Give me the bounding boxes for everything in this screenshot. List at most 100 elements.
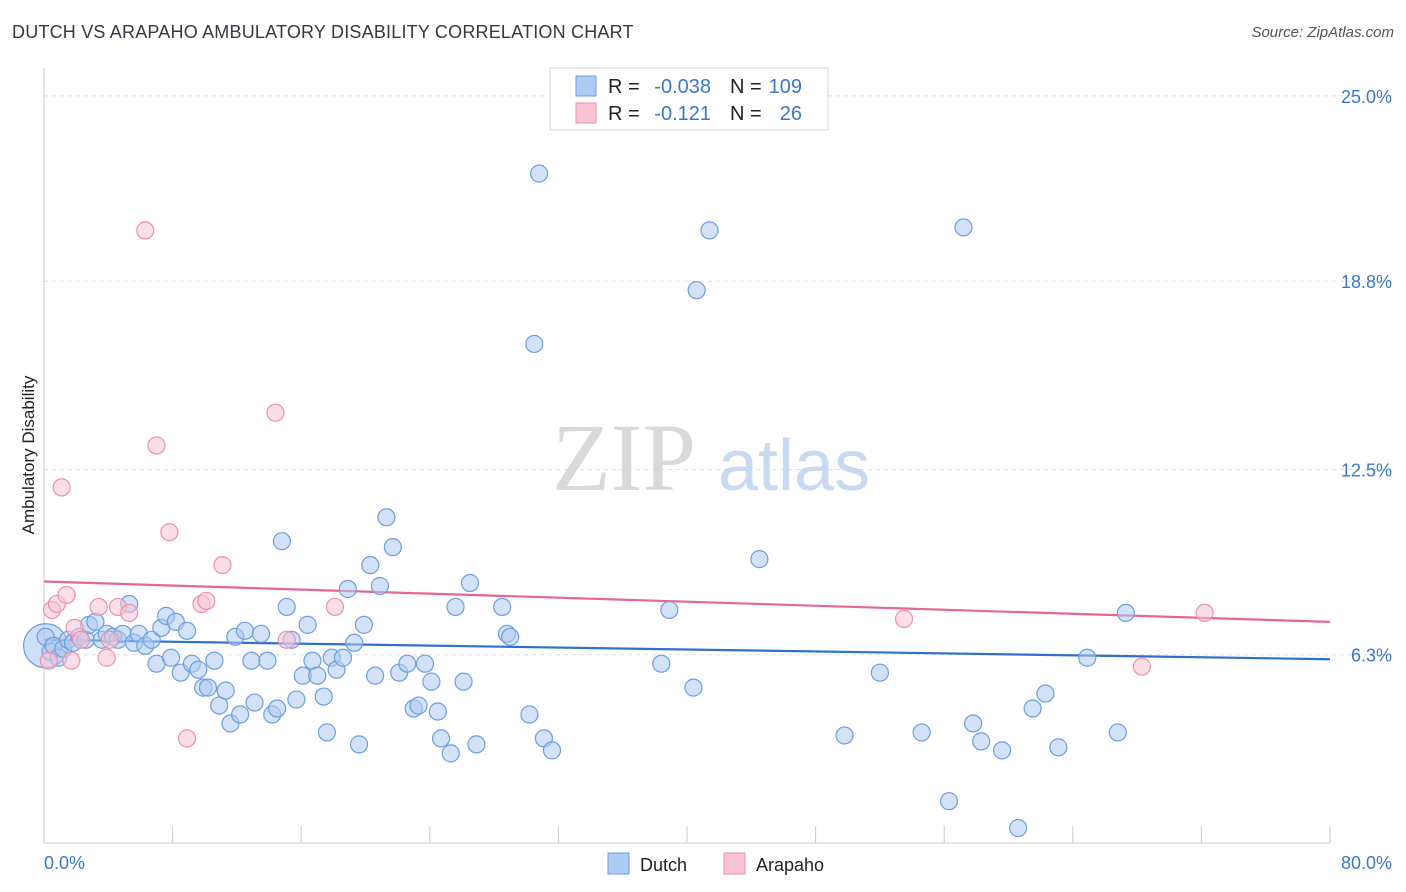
y-tick-label: 25.0% (1341, 87, 1392, 107)
arapaho-point (39, 651, 58, 670)
dutch-point (964, 714, 983, 733)
bottom-legend-swatch-dutch (607, 852, 630, 875)
dutch-point (939, 792, 959, 811)
chart-title: DUTCH VS ARAPAHO AMBULATORY DISABILITY C… (12, 22, 634, 42)
bottom-legend-swatch-arapaho (723, 852, 746, 875)
dutch-point (258, 651, 277, 670)
legend-swatch-dutch (575, 75, 597, 97)
dutch-point (409, 696, 428, 715)
dutch-point (1108, 723, 1127, 742)
arapaho-point (197, 591, 216, 611)
legend-r-value-dutch: -0.038 (654, 76, 711, 98)
dutch-point (525, 334, 544, 354)
dutch-point (189, 660, 208, 679)
arapaho-point (147, 436, 166, 455)
arapaho-point (97, 648, 116, 667)
arapaho-point (277, 630, 296, 649)
trend-lines (43, 580, 1331, 661)
dutch-point (205, 651, 224, 670)
bottom-legend-label-dutch: Dutch (640, 855, 687, 875)
dutch-point (972, 732, 991, 751)
dutch-point (267, 699, 287, 718)
y-tick-label: 6.3% (1351, 646, 1392, 666)
arapaho-points (39, 221, 1214, 748)
dutch-point (520, 705, 539, 724)
dutch-point (349, 735, 369, 754)
y-tick-label: 18.8% (1341, 272, 1392, 292)
axes (43, 68, 1331, 844)
dutch-point (700, 221, 719, 240)
arapaho-point (62, 651, 81, 670)
dutch-point (317, 723, 337, 742)
dutch-point (354, 615, 373, 634)
arapaho-point (71, 630, 91, 649)
arapaho-point (266, 403, 285, 422)
dutch-point (161, 648, 181, 667)
arapaho-point (213, 555, 232, 575)
dutch-point (454, 672, 473, 691)
dutch-point (377, 508, 396, 527)
dutch-point (333, 648, 353, 667)
dutch-point (954, 218, 973, 237)
dutch-point (835, 726, 854, 745)
arapaho-point (160, 523, 179, 542)
arapaho-point (894, 609, 914, 628)
dutch-point (870, 663, 890, 682)
legend-n-value-dutch: 109 (769, 76, 802, 98)
bottom-legend-label-arapaho: Arapaho (756, 855, 824, 875)
dutch-point (216, 681, 235, 700)
source-label: Source: ZipAtlas.com (1251, 24, 1394, 41)
dutch-point (1009, 818, 1028, 838)
dutch-point (750, 550, 769, 569)
dutch-point (298, 615, 317, 634)
dutch-point (308, 666, 327, 685)
dutch-point (431, 729, 451, 748)
grid-lines (44, 95, 1392, 656)
dutch-point (467, 735, 486, 754)
dutch-point (441, 744, 460, 763)
dutch-point (1078, 648, 1097, 667)
legend-r-value-arapaho: -0.121 (654, 103, 711, 125)
y-tick-labels: 6.3% 12.5% 18.8% 25.0% (1341, 87, 1392, 666)
dutch-point (366, 666, 385, 685)
dutch-point (493, 597, 512, 617)
x-tick-label-min: 0.0% (44, 853, 85, 873)
arapaho-point (325, 597, 345, 617)
dutch-point (415, 654, 435, 673)
arapaho-trend-line (43, 580, 1331, 623)
arapaho-point (120, 603, 139, 623)
legend-n-value-arapaho: 26 (780, 103, 802, 125)
arapaho-point (57, 585, 76, 605)
dutch-point (177, 621, 197, 640)
dutch-point (338, 579, 357, 599)
legend-r-label-dutch: R = (608, 76, 640, 98)
dutch-point (361, 555, 380, 575)
watermark-atlas: atlas (718, 426, 870, 506)
legend-n-label-arapaho: N = (730, 103, 762, 125)
dutch-point (383, 538, 402, 557)
dutch-point (992, 741, 1012, 760)
dutch-point (652, 654, 671, 673)
dutch-point (422, 672, 441, 691)
bottom-legend: Dutch Arapaho (607, 852, 824, 875)
dutch-point (428, 702, 447, 721)
dutch-point (1049, 738, 1068, 757)
arapaho-point (100, 630, 120, 649)
watermark-zip: ZIP (552, 404, 696, 511)
dutch-point (287, 690, 306, 709)
arapaho-point (1132, 657, 1152, 676)
arapaho-point (136, 221, 155, 240)
x-tick-marks (172, 826, 1331, 843)
legend-swatch-arapaho (575, 102, 597, 124)
dutch-point (245, 693, 264, 712)
arapaho-point (177, 729, 197, 748)
dutch-point (1023, 699, 1042, 718)
legend-n-label-dutch: N = (730, 76, 762, 98)
dutch-point (501, 627, 520, 646)
dutch-point (660, 600, 679, 620)
dutch-point (446, 597, 465, 617)
dutch-point (314, 687, 333, 706)
legend-r-label-arapaho: R = (608, 103, 640, 125)
dutch-point (684, 678, 703, 697)
